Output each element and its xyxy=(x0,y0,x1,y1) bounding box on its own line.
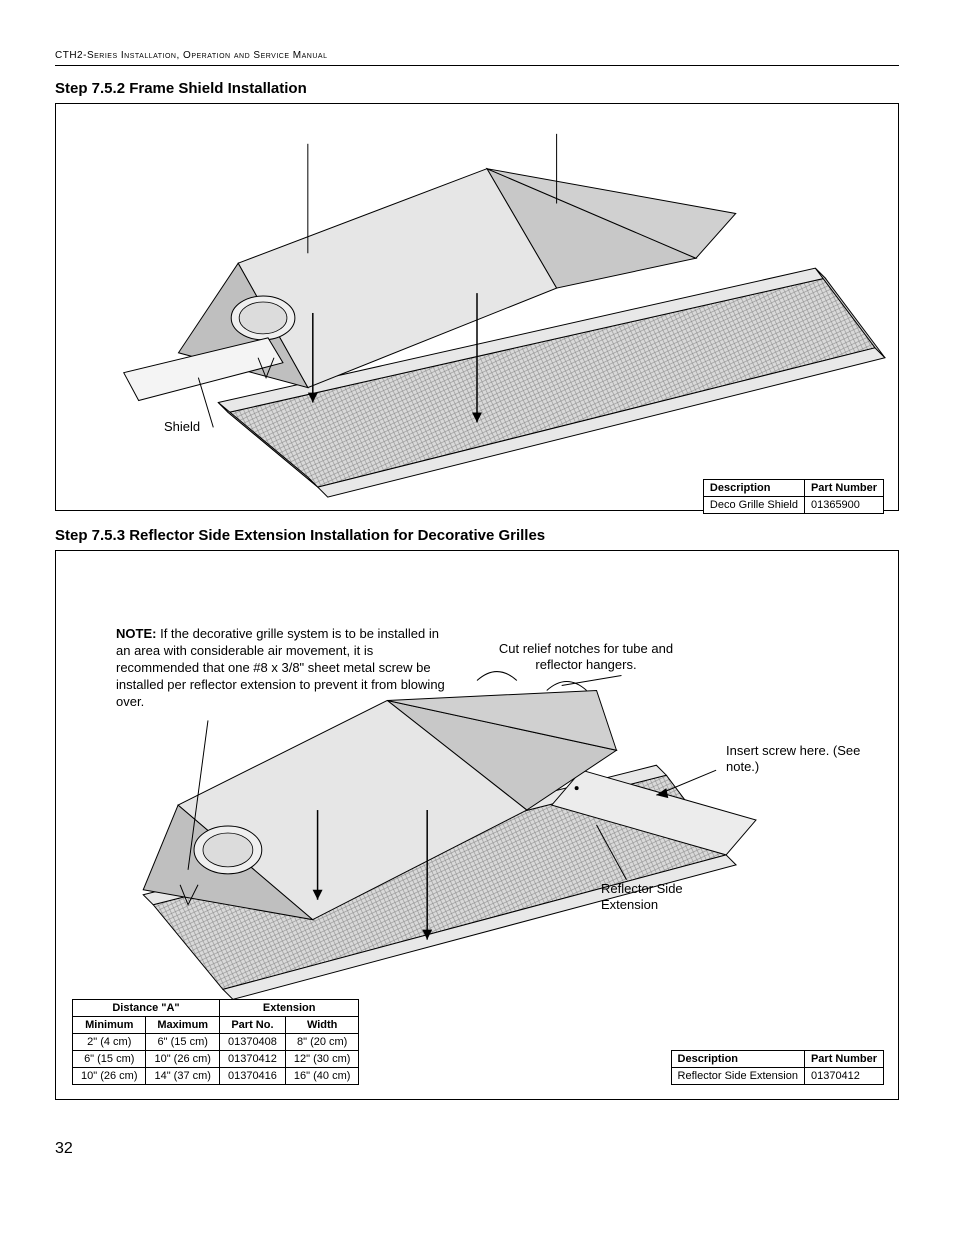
dt-h-width: Width xyxy=(285,1017,358,1034)
dt-gh-extension: Extension xyxy=(219,1000,358,1017)
dt-r1-min: 6" (15 cm) xyxy=(73,1051,146,1068)
distance-table: Distance "A" Extension Minimum Maximum P… xyxy=(72,999,359,1085)
pt1-h-desc: Description xyxy=(703,480,804,497)
label-insert-screw: Insert screw here. (See note.) xyxy=(726,743,886,776)
figure-753: NOTE: If the decorative grille system is… xyxy=(55,550,899,1100)
dt-h-max: Maximum xyxy=(146,1017,219,1034)
label-cut-relief: Cut relief notches for tube and reflecto… xyxy=(476,641,696,674)
parts-table-753: Description Part Number Reflector Side E… xyxy=(671,1050,884,1085)
dt-r0-min: 2" (4 cm) xyxy=(73,1034,146,1051)
dt-r0-max: 6" (15 cm) xyxy=(146,1034,219,1051)
table-row: 6" (15 cm) 10" (26 cm) 01370412 12" (30 … xyxy=(73,1051,359,1068)
pt2-h-pn: Part Number xyxy=(804,1051,883,1068)
pt2-r0-desc: Reflector Side Extension xyxy=(671,1068,804,1085)
table-row: Reflector Side Extension 01370412 xyxy=(671,1068,883,1085)
dt-h-min: Minimum xyxy=(73,1017,146,1034)
dt-r0-w: 8" (20 cm) xyxy=(285,1034,358,1051)
dt-h-pn: Part No. xyxy=(219,1017,285,1034)
dt-r2-pn: 01370416 xyxy=(219,1068,285,1085)
heading-752: Step 7.5.2 Frame Shield Installation xyxy=(55,80,899,97)
table-row: 2" (4 cm) 6" (15 cm) 01370408 8" (20 cm) xyxy=(73,1034,359,1051)
label-reflector-ext: Reflector Side Extension xyxy=(601,881,741,914)
note-text: If the decorative grille system is to be… xyxy=(116,626,445,709)
dt-r1-w: 12" (30 cm) xyxy=(285,1051,358,1068)
note-label: NOTE: xyxy=(116,626,156,641)
dt-gh-distance: Distance "A" xyxy=(73,1000,220,1017)
figure-752: Shield Description Part Number Deco Gril… xyxy=(55,103,899,511)
page-number: 32 xyxy=(55,1140,899,1158)
label-shield: Shield xyxy=(164,419,200,435)
pt2-h-desc: Description xyxy=(671,1051,804,1068)
note-block: NOTE: If the decorative grille system is… xyxy=(116,626,446,710)
dt-r1-max: 10" (26 cm) xyxy=(146,1051,219,1068)
dt-r1-pn: 01370412 xyxy=(219,1051,285,1068)
dt-r2-max: 14" (37 cm) xyxy=(146,1068,219,1085)
page: CTH2-Series Installation, Operation and … xyxy=(0,0,954,1188)
dt-r0-pn: 01370408 xyxy=(219,1034,285,1051)
dt-r2-min: 10" (26 cm) xyxy=(73,1068,146,1085)
dt-r2-w: 16" (40 cm) xyxy=(285,1068,358,1085)
pt1-h-pn: Part Number xyxy=(804,480,883,497)
pt2-r0-pn: 01370412 xyxy=(804,1068,883,1085)
diagram-752 xyxy=(56,104,898,510)
table-row: Deco Grille Shield 01365900 xyxy=(703,497,883,514)
heading-753: Step 7.5.3 Reflector Side Extension Inst… xyxy=(55,527,899,544)
pt1-r0-desc: Deco Grille Shield xyxy=(703,497,804,514)
pt1-r0-pn: 01365900 xyxy=(804,497,883,514)
table-row: 10" (26 cm) 14" (37 cm) 01370416 16" (40… xyxy=(73,1068,359,1085)
parts-table-752: Description Part Number Deco Grille Shie… xyxy=(703,479,884,514)
running-head: CTH2-Series Installation, Operation and … xyxy=(55,50,899,66)
